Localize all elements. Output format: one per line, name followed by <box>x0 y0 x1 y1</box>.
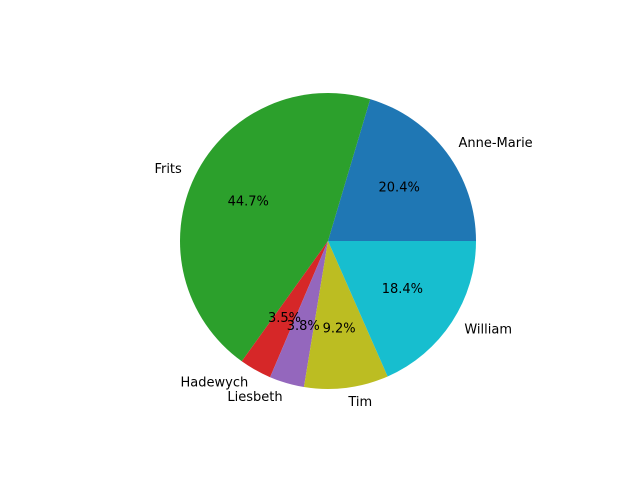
labels-layer: 20.4% Anne-Marie 44.7% Frits 3.5% Hadewych 3.8… <box>154 136 532 410</box>
slice-percent-label: 3.8% <box>287 319 320 334</box>
slice-percent-label: 18.4% <box>382 282 423 297</box>
pie-slice-frits <box>179 92 371 362</box>
slice-percent-label: 9.2% <box>323 322 356 337</box>
slices-layer <box>179 92 477 389</box>
slice-category-label: Frits <box>154 162 182 177</box>
pie-slice-anne-marie <box>328 99 477 241</box>
pie-slice-liesbeth <box>270 241 328 388</box>
pie-slice-hadewych <box>241 241 328 378</box>
slice-percent-label: 3.5% <box>268 311 301 326</box>
pie-slice-tim <box>303 241 388 389</box>
slice-category-label: Tim <box>347 395 372 410</box>
slice-category-label: Liesbeth <box>227 390 282 405</box>
slice-category-label: William <box>464 322 512 337</box>
pie-slice-william <box>328 241 476 377</box>
slice-category-label: Hadewych <box>181 375 249 390</box>
slice-percent-label: 44.7% <box>228 194 269 209</box>
slice-percent-label: 20.4% <box>379 180 420 195</box>
slice-category-label: Anne-Marie <box>458 136 532 151</box>
